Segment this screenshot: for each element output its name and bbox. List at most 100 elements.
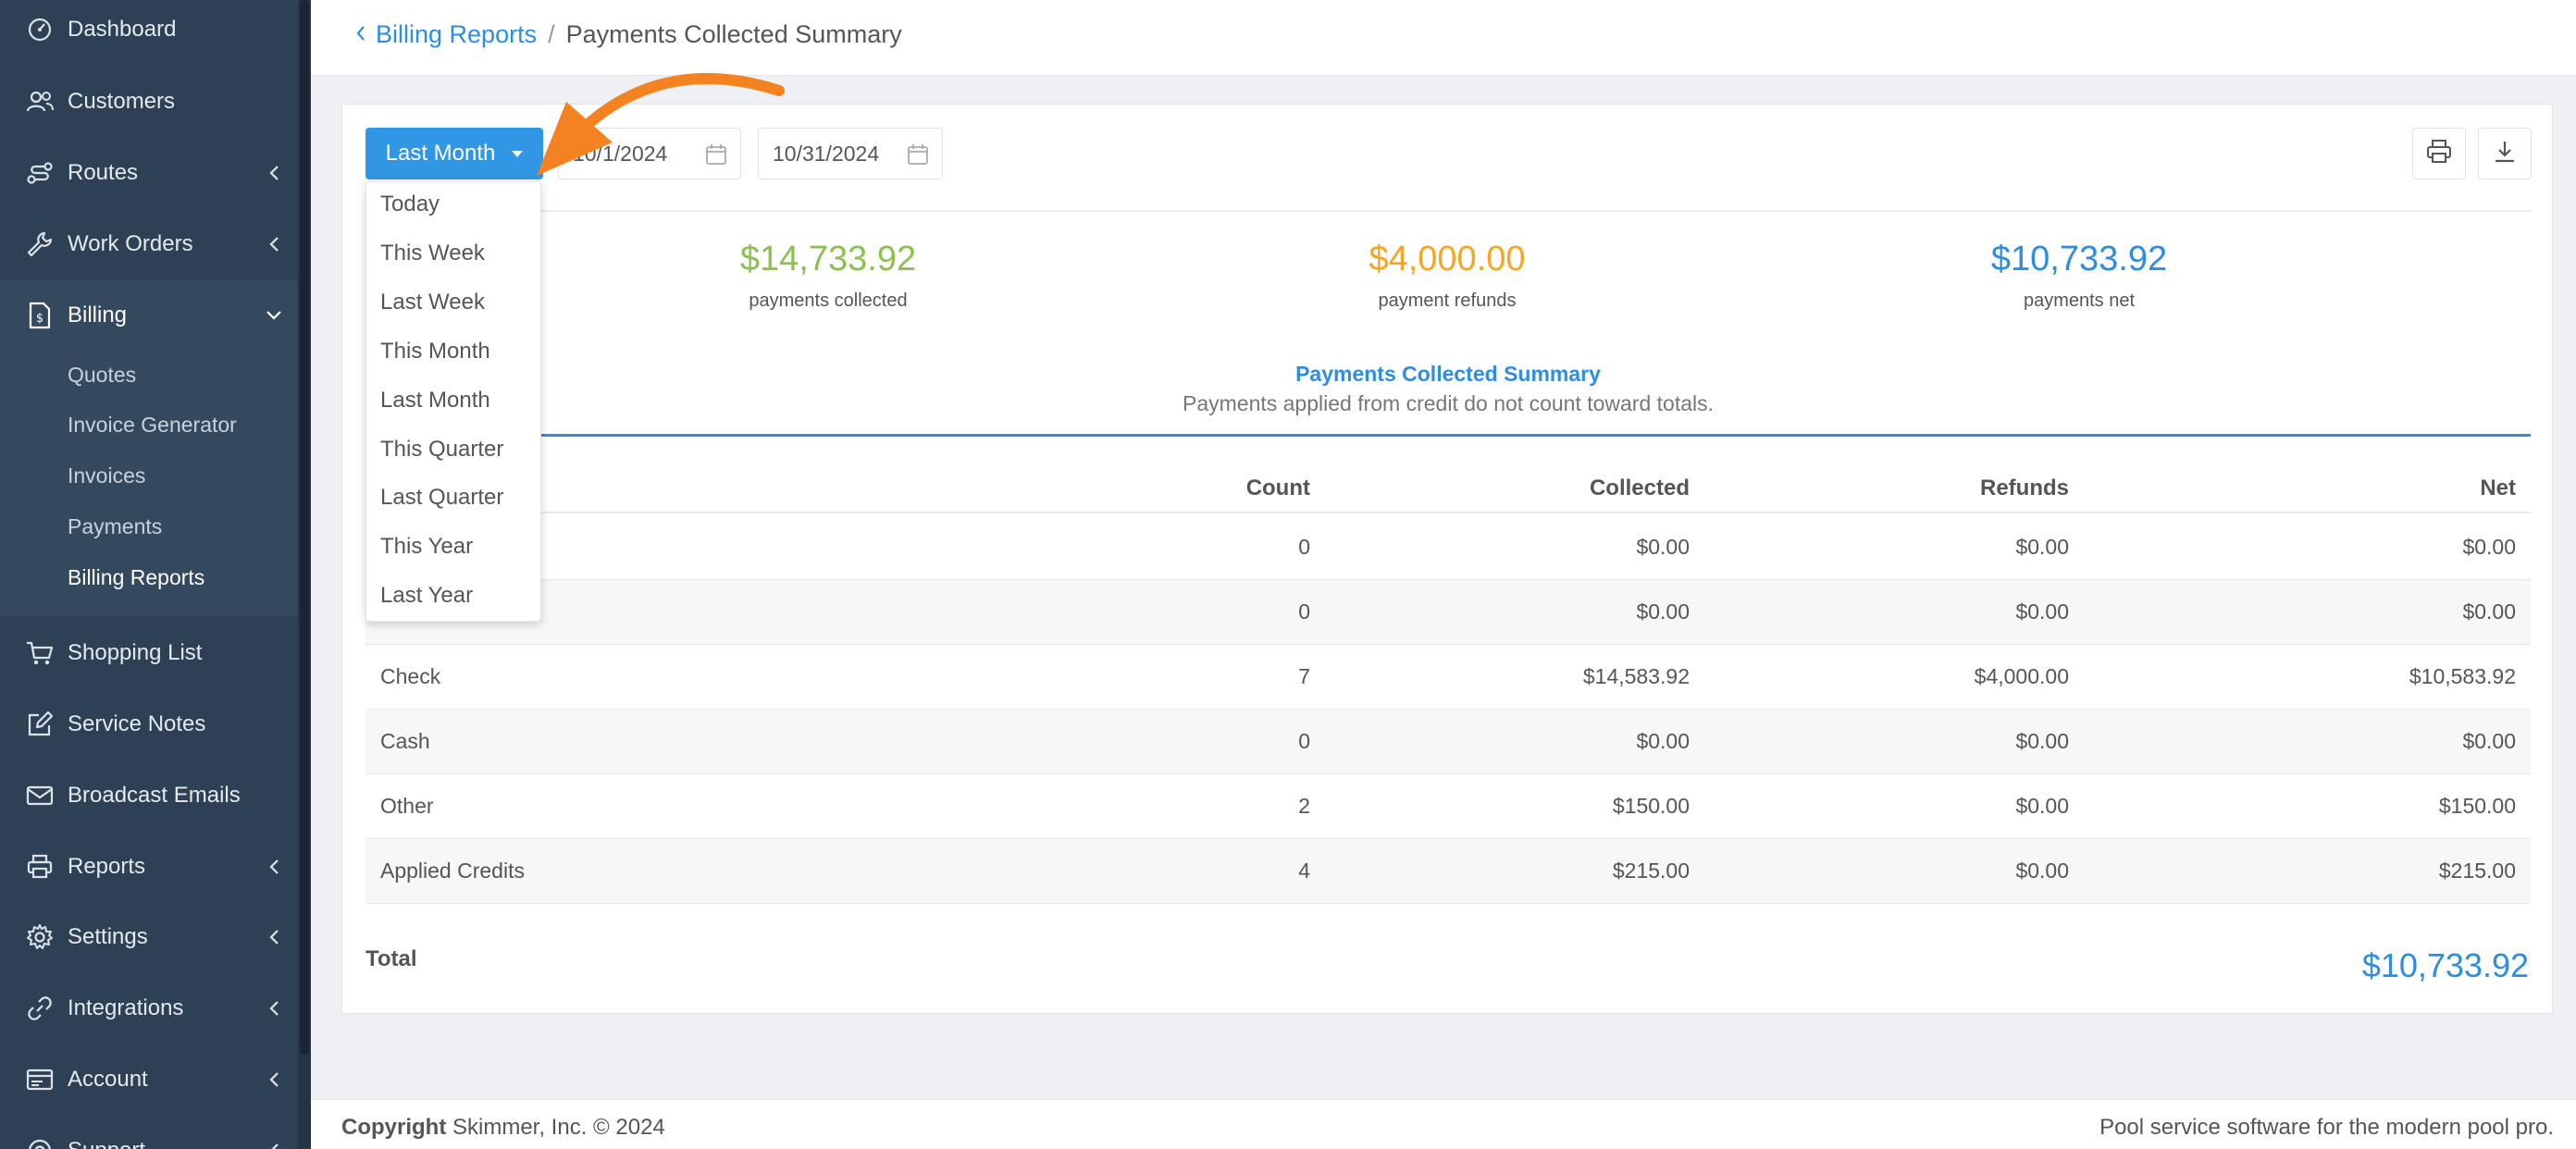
cell-count: 0 xyxy=(1298,729,1310,753)
print-button[interactable] xyxy=(2412,128,2466,179)
menu-item-last-year[interactable]: Last Year xyxy=(380,583,474,608)
table-header: d Count Collected Refunds Net xyxy=(365,465,2531,513)
stat-value: $14,733.92 xyxy=(739,240,917,278)
table-row: Applied Credits 4 $215.00 $0.00 $215.00 xyxy=(365,839,2531,904)
sidebar-item-routes[interactable]: Routes xyxy=(0,138,298,208)
menu-item-today[interactable]: Today xyxy=(380,192,440,216)
breadcrumb: Billing Reports / Payments Collected Sum… xyxy=(355,20,902,49)
sidebar-item-integrations[interactable]: Integrations xyxy=(0,973,298,1044)
sidebar-item-label: Broadcast Emails xyxy=(68,783,241,808)
calendar-icon[interactable] xyxy=(907,143,929,171)
link-icon xyxy=(24,993,56,1024)
chevron-left-icon xyxy=(265,858,283,876)
column-header-refunds[interactable]: Refunds xyxy=(1980,476,2069,500)
sidebar-sub-invoice-generator[interactable]: Invoice Generator xyxy=(68,413,237,437)
cell-count: 2 xyxy=(1298,794,1310,818)
download-icon xyxy=(2492,139,2518,169)
stat-payments-collected: $14,733.92 payments collected xyxy=(597,240,1059,312)
stat-caption: payments net xyxy=(2023,290,2136,311)
footer-copyright: Copyright Skimmer, Inc. © 2024 xyxy=(341,1115,665,1141)
sidebar-sub-billing-reports[interactable]: Billing Reports xyxy=(68,565,205,589)
id-card-icon xyxy=(24,1064,56,1095)
date-range-label: Last Month xyxy=(385,141,496,166)
cell-collected: $0.00 xyxy=(1636,729,1690,753)
date-range-dropdown-button[interactable]: Last Month xyxy=(365,128,543,179)
sidebar-scrollbar[interactable] xyxy=(298,0,311,1149)
table-row: 0 $0.00 $0.00 $0.00 xyxy=(365,580,2531,645)
menu-item-last-month[interactable]: Last Month xyxy=(380,388,490,413)
gear-icon xyxy=(24,921,56,953)
cell-net: $0.00 xyxy=(2462,599,2516,624)
table-row: 0 $0.00 $0.00 $0.00 xyxy=(365,515,2531,580)
cell-method: Applied Credits xyxy=(380,859,525,883)
sidebar-item-label: Routes xyxy=(68,160,139,185)
table-row: Other 2 $150.00 $0.00 $150.00 xyxy=(365,774,2531,839)
chevron-left-icon[interactable] xyxy=(355,20,366,49)
cell-collected: $0.00 xyxy=(1636,535,1690,559)
chevron-left-icon xyxy=(265,1142,283,1149)
sidebar-item-work-orders[interactable]: Work Orders xyxy=(0,209,298,279)
sidebar-item-billing[interactable]: $ Billing xyxy=(0,280,298,351)
copyright-label: Copyright xyxy=(341,1115,447,1140)
printer-icon xyxy=(2425,139,2453,169)
sidebar-item-support[interactable]: Support xyxy=(0,1116,298,1149)
sidebar-item-label: Work Orders xyxy=(68,231,193,256)
column-header-collected[interactable]: Collected xyxy=(1589,476,1690,500)
sidebar-item-reports[interactable]: Reports xyxy=(0,832,298,902)
sidebar-item-label: Customers xyxy=(68,89,176,114)
footer-tagline: Pool service software for the modern poo… xyxy=(2099,1115,2554,1140)
cell-method: Other xyxy=(380,794,434,818)
menu-item-this-year[interactable]: This Year xyxy=(380,534,474,559)
sidebar-item-shopping-list[interactable]: Shopping List xyxy=(0,618,298,688)
cell-method: Check xyxy=(380,664,441,688)
cell-collected: $14,583.92 xyxy=(1582,664,1690,688)
column-header-count[interactable]: Count xyxy=(1245,476,1310,500)
stat-payment-refunds: $4,000.00 payment refunds xyxy=(1216,240,1678,312)
dashboard-icon xyxy=(24,14,56,45)
cell-net: $215.00 xyxy=(2438,859,2516,883)
breadcrumb-parent-link[interactable]: Billing Reports xyxy=(376,20,538,48)
svg-text:$: $ xyxy=(36,312,43,326)
sidebar-item-dashboard[interactable]: Dashboard xyxy=(0,0,298,65)
sidebar-item-label: Shopping List xyxy=(68,640,203,665)
scrollbar-thumb[interactable] xyxy=(300,0,309,1055)
chevron-left-icon xyxy=(265,164,283,182)
sidebar-item-broadcast-emails[interactable]: Broadcast Emails xyxy=(0,760,298,831)
report-card: Last Month 10/1/2024 10/31/2024 $14,733.… xyxy=(341,104,2553,1014)
sidebar-item-account[interactable]: Account xyxy=(0,1044,298,1115)
menu-item-this-month[interactable]: This Month xyxy=(380,339,490,364)
cell-count: 0 xyxy=(1298,599,1310,624)
calendar-icon[interactable] xyxy=(705,143,727,171)
sidebar-item-service-notes[interactable]: Service Notes xyxy=(0,689,298,760)
support-icon xyxy=(24,1135,56,1149)
sidebar-item-settings[interactable]: Settings xyxy=(0,902,298,972)
cell-refunds: $0.00 xyxy=(2015,794,2069,818)
divider xyxy=(365,210,2531,212)
chevron-left-icon xyxy=(265,999,283,1018)
routes-icon xyxy=(24,157,56,189)
menu-item-this-quarter[interactable]: This Quarter xyxy=(380,437,504,462)
cell-refunds: $0.00 xyxy=(2015,599,2069,624)
menu-item-this-week[interactable]: This Week xyxy=(380,241,485,266)
sidebar-item-customers[interactable]: Customers xyxy=(0,67,298,137)
menu-item-last-quarter[interactable]: Last Quarter xyxy=(380,485,504,510)
download-button[interactable] xyxy=(2478,128,2532,179)
column-header-net[interactable]: Net xyxy=(2480,476,2516,500)
end-date-field[interactable]: 10/31/2024 xyxy=(758,128,943,179)
sidebar-item-label: Billing xyxy=(68,303,128,327)
cell-count: 7 xyxy=(1298,664,1310,688)
cart-icon xyxy=(24,637,56,669)
cell-method: Cash xyxy=(380,729,430,753)
menu-item-last-week[interactable]: Last Week xyxy=(380,290,485,315)
date-range-menu: Today This Week Last Week This Month Las… xyxy=(365,181,541,622)
annotation-arrow xyxy=(537,72,785,176)
sidebar-sub-quotes[interactable]: Quotes xyxy=(68,363,137,387)
billing-icon: $ xyxy=(24,300,56,331)
end-date-value: 10/31/2024 xyxy=(773,141,880,166)
stat-value: $10,733.92 xyxy=(1990,240,2168,278)
edit-icon xyxy=(24,709,56,740)
cell-net: $150.00 xyxy=(2438,794,2516,818)
sidebar-sub-invoices[interactable]: Invoices xyxy=(68,463,146,488)
cell-collected: $0.00 xyxy=(1636,599,1690,624)
sidebar-sub-payments[interactable]: Payments xyxy=(68,514,163,538)
